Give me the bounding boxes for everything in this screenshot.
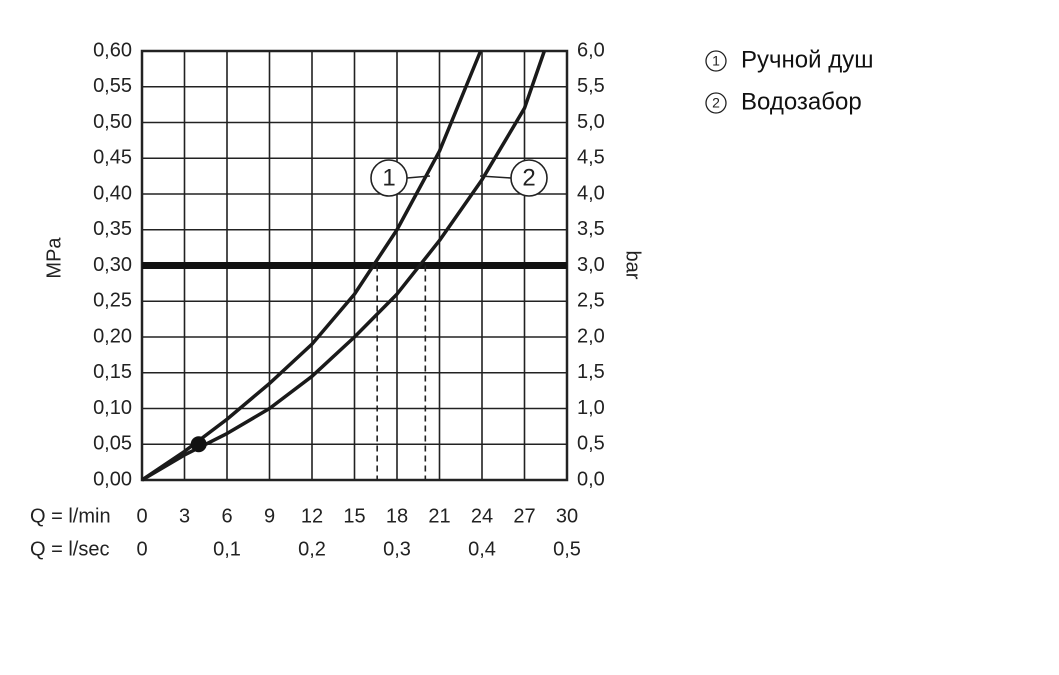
y-tick-label: 0,25 (93, 290, 132, 312)
x-tick-label: 15 (343, 505, 365, 527)
label-leader (406, 175, 431, 179)
y2-axis-label: bar (622, 251, 644, 280)
y-tick-label: 0,50 (93, 111, 132, 133)
x-tick-label: 6 (221, 505, 232, 527)
legend-number: 1 (712, 53, 720, 69)
y-tick-label: 0,35 (93, 218, 132, 240)
x2-tick-label: 0,2 (298, 538, 326, 560)
x-tick-label: 21 (428, 505, 450, 527)
series-label: 2 (522, 164, 535, 191)
y-tick-label: 0,30 (93, 254, 132, 276)
y2-tick-label: 4,0 (577, 182, 605, 204)
y2-tick-label: 4,5 (577, 147, 605, 169)
series-label: 1 (382, 164, 395, 191)
legend-circle (705, 50, 727, 72)
marker-point (190, 436, 207, 453)
y2-tick-label: 2,0 (577, 325, 605, 347)
x-tick-label: 30 (556, 505, 578, 527)
series-label-circle (510, 159, 548, 197)
x-axis-label: Q = l/min (30, 505, 111, 527)
line-series (141, 50, 546, 482)
x-tick-label: 27 (513, 505, 535, 527)
y2-tick-label: 0,5 (577, 433, 605, 455)
y-tick-label: 0,05 (93, 433, 132, 455)
x-tick-label: 0 (136, 505, 147, 527)
y-tick-label: 0,55 (93, 75, 132, 97)
legend-number: 2 (712, 95, 720, 111)
y2-tick-label: 5,0 (577, 111, 605, 133)
x2-tick-label: 0,3 (383, 538, 411, 560)
x-tick-label: 3 (179, 505, 190, 527)
series-label-circle (370, 159, 408, 197)
y-axis-label: MPa (43, 237, 65, 279)
x-tick-label: 9 (264, 505, 275, 527)
x2-tick-label: 0,5 (553, 538, 581, 560)
y2-tick-label: 5,5 (577, 75, 605, 97)
x2-tick-label: 0,1 (213, 538, 241, 560)
y-tick-label: 0,15 (93, 361, 132, 383)
y2-tick-label: 6,0 (577, 39, 605, 61)
legend-label: Ручной душ (741, 46, 873, 73)
x2-tick-label: 0,4 (468, 538, 496, 560)
y-tick-label: 0,45 (93, 147, 132, 169)
x-tick-label: 12 (301, 505, 323, 527)
x-tick-label: 18 (386, 505, 408, 527)
y2-tick-label: 3,5 (577, 218, 605, 240)
y2-tick-label: 2,5 (577, 290, 605, 312)
y-tick-label: 0,20 (93, 325, 132, 347)
legend-circle (705, 92, 727, 114)
x2-axis-label: Q = l/sec (30, 538, 109, 560)
y2-tick-label: 0,0 (577, 468, 605, 490)
y2-tick-label: 1,5 (577, 361, 605, 383)
y-tick-label: 0,10 (93, 397, 132, 419)
label-leader (479, 175, 512, 179)
y2-tick-label: 3,0 (577, 254, 605, 276)
y-tick-label: 0,60 (93, 39, 132, 61)
y-tick-label: 0,40 (93, 182, 132, 204)
y-tick-label: 0,00 (93, 468, 132, 490)
y2-tick-label: 1,0 (577, 397, 605, 419)
x-tick-label: 24 (471, 505, 493, 527)
x2-tick-label: 0 (136, 538, 147, 560)
legend-label: Водозабор (741, 88, 862, 115)
